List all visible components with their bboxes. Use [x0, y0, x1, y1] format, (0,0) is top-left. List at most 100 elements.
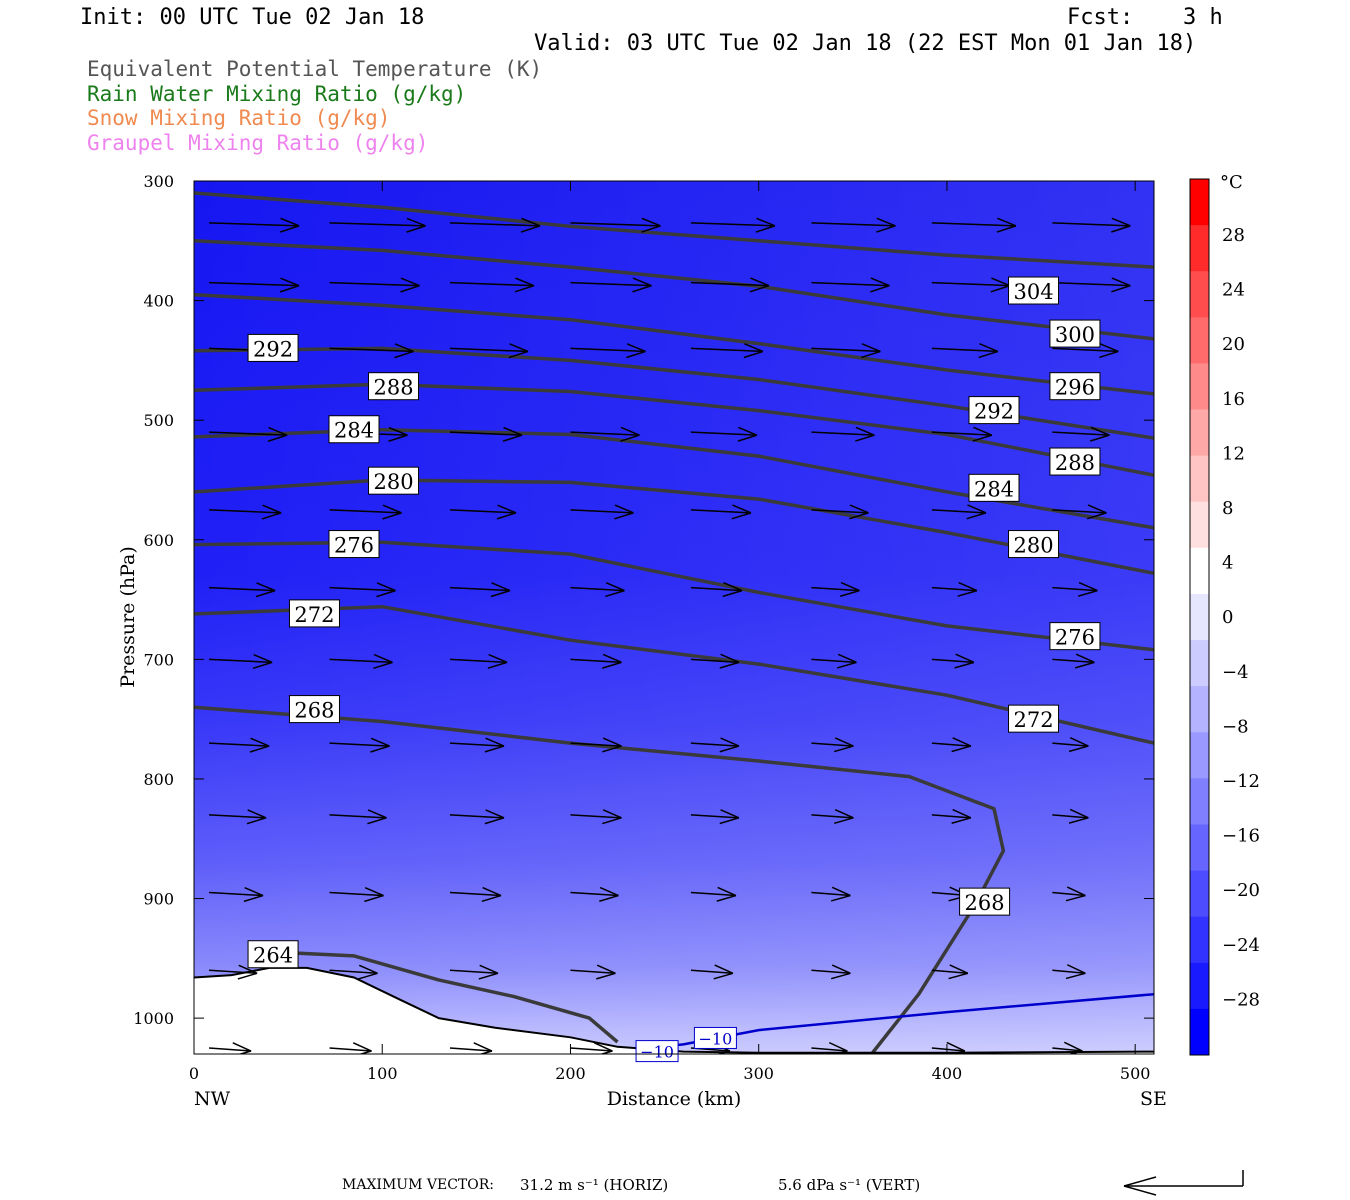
wind-vector [570, 964, 616, 980]
svg-text:280: 280 [373, 470, 413, 494]
colorbar-tick-label: 16 [1222, 389, 1245, 410]
colorbar-tick-label: 12 [1222, 443, 1245, 464]
max-vector-vert: 5.6 dPa s⁻¹ (VERT) [778, 1176, 921, 1194]
colorbar-tick-label: −28 [1222, 989, 1260, 1010]
wind-vector [1052, 504, 1107, 520]
colorbar-cell [1190, 501, 1209, 549]
wind-vector [811, 343, 881, 359]
contour-label: 272 [1008, 704, 1060, 733]
wind-vector [1052, 886, 1086, 902]
svg-text:288: 288 [1055, 451, 1095, 475]
theta-e-contour-296 [194, 292, 1154, 396]
wind-vector [449, 809, 505, 825]
x-tick-label: 100 [367, 1064, 398, 1083]
colorbar-cell [1190, 962, 1209, 1010]
wind-vector [1052, 653, 1095, 669]
svg-text:292: 292 [253, 337, 293, 361]
wind-vector [811, 277, 890, 293]
svg-text:−10: −10 [640, 1043, 674, 1062]
svg-text:268: 268 [294, 699, 334, 723]
wind-vector [931, 504, 987, 520]
terrain-fill [194, 967, 1154, 1054]
colorbar-tick-label: −12 [1222, 771, 1260, 792]
wind-vector [931, 581, 978, 597]
wind-vector [1052, 426, 1110, 442]
colorbar-cell [1190, 547, 1209, 595]
theta-e-contour-268 [194, 705, 1006, 1054]
colorbar-cell [1190, 1008, 1209, 1056]
legend-item: Snow Mixing Ratio (g/kg) [87, 106, 391, 130]
wind-vector [449, 653, 508, 669]
contour-label: 288 [1049, 447, 1101, 476]
wind-vector [811, 964, 851, 980]
svg-text:284: 284 [974, 477, 1014, 501]
svg-text:304: 304 [1013, 280, 1053, 304]
colorbar-unit: °C [1220, 172, 1243, 193]
y-tick-label: 600 [143, 531, 174, 550]
wind-vector [570, 886, 619, 902]
wind-vector [811, 737, 854, 753]
x-axis-label: Distance (km) [607, 1088, 742, 1110]
colorbar-tick-label: −16 [1222, 826, 1260, 847]
wind-vector [931, 426, 993, 442]
wind-vector [329, 886, 384, 903]
theta-e-contour-300 [194, 239, 1154, 341]
contour-label: 272 [288, 599, 340, 628]
wind-vector [449, 426, 523, 442]
wind-vector [329, 217, 426, 233]
contour-label: 276 [1049, 622, 1101, 651]
wind-vector [329, 504, 402, 520]
colorbar-frame [1189, 178, 1210, 1056]
svg-text:280: 280 [1013, 534, 1053, 558]
colorbar-cell [1190, 225, 1209, 272]
colorbar-tick-label: 0 [1222, 607, 1233, 628]
wind-vector [690, 217, 776, 233]
wind-vector [690, 886, 737, 902]
wind-vector [570, 809, 622, 825]
wind-vector [449, 582, 511, 598]
svg-text:292: 292 [974, 400, 1014, 424]
svg-text:264: 264 [253, 944, 293, 968]
wind-vector [209, 426, 288, 442]
y-tick-label: 1000 [133, 1009, 174, 1028]
wind-vector [931, 808, 972, 824]
wind-vector [1052, 736, 1089, 753]
legend-item: Graupel Mixing Ratio (g/kg) [87, 130, 429, 155]
temperature-label: −10 [693, 1026, 737, 1049]
y-tick-label: 300 [143, 172, 174, 191]
wind-vector [931, 217, 1017, 233]
colorbar-cell [1190, 686, 1209, 733]
wind-vector [811, 886, 851, 902]
contour-label: 304 [1008, 276, 1060, 305]
wind-vector [329, 964, 378, 980]
wind-vector [209, 964, 258, 980]
theta-e-contour-280 [194, 478, 1154, 576]
wind-vector [570, 217, 661, 233]
wind-vector [690, 581, 743, 598]
contour-label: 264 [247, 940, 299, 969]
forecast-label: Fcst: [1067, 5, 1134, 30]
svg-text:288: 288 [373, 376, 413, 400]
wind-vector [209, 809, 267, 825]
colorbar-tick-label: −8 [1222, 716, 1249, 737]
svg-text:272: 272 [294, 603, 334, 627]
wind-vector [1052, 581, 1098, 597]
wind-vector [449, 343, 529, 359]
contour-label: 268 [959, 887, 1011, 916]
contour-label: 300 [1049, 319, 1101, 348]
reference-vector-icon [1123, 1170, 1244, 1196]
theta-e-contour-288 [194, 382, 1154, 477]
x-tick-label: 500 [1120, 1064, 1151, 1083]
wind-vector [811, 217, 896, 233]
wind-vector [690, 964, 734, 980]
colorbar-cell [1190, 778, 1209, 825]
wind-vector [449, 737, 505, 753]
svg-text:296: 296 [1055, 376, 1095, 400]
wind-vector [931, 964, 969, 980]
colorbar-cell [1190, 317, 1209, 364]
wind-vector [329, 653, 393, 670]
wind-vector [329, 737, 390, 753]
x-axis: 0 100 200 300 400 500 [189, 181, 1151, 1083]
y-tick-label: 500 [143, 411, 174, 430]
